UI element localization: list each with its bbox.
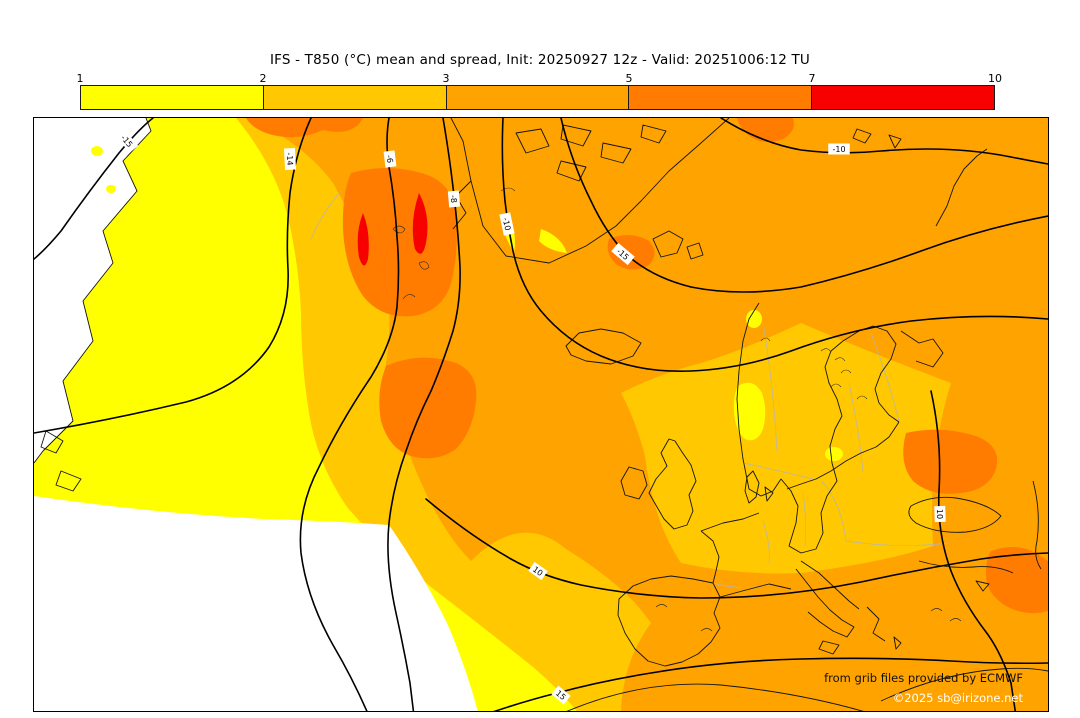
colorbar-tick-row: 1 2 3 5 7 10 [76,72,1003,85]
fill-white-sw-atlantic [34,496,478,711]
colorbar-segment [629,86,813,109]
colorbar-tick: 10 [988,72,1002,85]
contour-label: 10 [528,561,548,581]
svg-text:10: 10 [935,509,944,519]
fill-yellow-streak [539,229,567,253]
colorbar-segment [812,86,994,109]
svg-text:-10: -10 [832,145,845,154]
fill-yellow-dot [91,146,103,156]
svg-text:-6: -6 [385,155,395,164]
fill-darkorange-top [246,118,363,138]
fill-yellow-dot [106,185,116,193]
contour-label: -6 [383,150,397,168]
map-frame: -15 -14 -6 -8 -10 -15 -10 10 10 15 from grib file… [33,117,1049,712]
contour-label: -10 [499,212,515,236]
fill-darkorange-svalbard [607,234,655,270]
fill-red-streak [357,213,369,266]
fill-darkorange-east1 [903,429,998,494]
fill-darkorange-topcenter [737,118,794,143]
fill-yellow-norway [733,382,766,441]
fill-darkorange-baffin [342,168,457,317]
contour-label: -14 [283,147,297,171]
country-borders [310,190,950,588]
colorbar-segment [81,86,264,109]
spread-colorbar: 1 2 3 5 7 10 [76,72,1003,110]
fill-darkorange-east2 [985,546,1048,614]
fill-amber-europe [621,323,951,574]
colorbar-cells [80,85,995,110]
fill-red-streak [412,193,428,254]
contour-label: 10 [934,505,946,523]
colorbar-tick: 7 [808,72,816,85]
colorbar-tick: 1 [76,72,84,85]
contour-label: -10 [828,143,850,155]
contour-label: -8 [447,190,461,208]
svg-text:-14: -14 [285,152,295,166]
fill-yellow-patch [825,447,843,461]
attribution-ecmwf: from grib files provided by ECMWF [824,671,1023,685]
colorbar-tick: 3 [442,72,450,85]
colorbar-tick: 2 [259,72,267,85]
colorbar-segment [446,86,630,109]
fill-darkorange-iceland-south [379,357,477,459]
attribution-copyright: ©2025 sb@irizone.net [893,691,1024,705]
svg-text:-8: -8 [449,195,459,204]
page-title: IFS - T850 (°C) mean and spread, Init: 2… [269,52,811,68]
coastlines [34,118,1048,711]
fill-yellow-patch [746,310,762,328]
colorbar-segment [263,86,447,109]
fill-white-labrador [34,118,151,463]
colorbar-tick: 5 [625,72,633,85]
svg-text:-10: -10 [501,217,513,232]
contour-label: 15 [551,685,571,705]
